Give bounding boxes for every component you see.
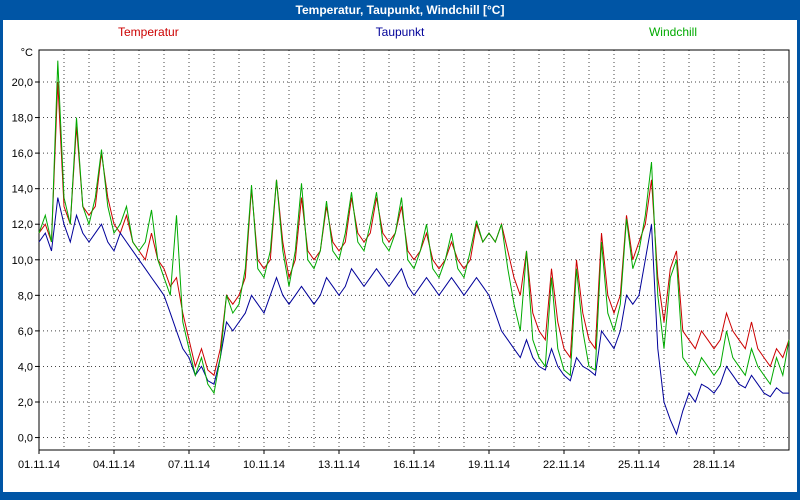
svg-text:13.11.14: 13.11.14 [318, 459, 360, 471]
svg-text:0,0: 0,0 [18, 433, 33, 445]
svg-text:16.11.14: 16.11.14 [393, 459, 435, 471]
svg-text:18,0: 18,0 [12, 113, 33, 125]
svg-text:10,0: 10,0 [12, 255, 33, 267]
svg-text:01.11.14: 01.11.14 [18, 459, 60, 471]
legend: Temperatur Taupunkt Windchill [3, 20, 797, 42]
svg-text:14,0: 14,0 [12, 184, 33, 196]
svg-text:2,0: 2,0 [18, 397, 33, 409]
svg-text:12,0: 12,0 [12, 219, 33, 231]
svg-text:6,0: 6,0 [18, 326, 33, 338]
svg-text:8,0: 8,0 [18, 290, 33, 302]
chart-content: Temperatur Taupunkt Windchill 20,0 18,0 16… [3, 20, 797, 492]
title-bar: Temperatur, Taupunkt, Windchill [°C] [3, 0, 797, 20]
svg-text:20,0: 20,0 [12, 77, 33, 89]
svg-text:25.11.14: 25.11.14 [618, 459, 660, 471]
window-title: Temperatur, Taupunkt, Windchill [°C] [295, 3, 505, 17]
svg-text:07.11.14: 07.11.14 [168, 459, 210, 471]
svg-text:10.11.14: 10.11.14 [243, 459, 285, 471]
legend-item-temperatur: Temperatur [118, 25, 179, 39]
svg-text:28.11.14: 28.11.14 [693, 459, 735, 471]
svg-text:4,0: 4,0 [18, 361, 33, 373]
svg-text:04.11.14: 04.11.14 [93, 459, 135, 471]
legend-item-windchill: Windchill [648, 25, 697, 39]
svg-text:16,0: 16,0 [12, 148, 33, 160]
svg-text:19.11.14: 19.11.14 [468, 459, 510, 471]
line-chart: 20,0 18,0 16,0 14,0 12,0 10,0 8,0 6,0 4,0 2,0 0,0 °… [12, 47, 790, 471]
svg-text:22.11.14: 22.11.14 [543, 459, 585, 471]
legend-item-taupunkt: Taupunkt [375, 25, 425, 39]
svg-text:°C: °C [21, 47, 33, 59]
